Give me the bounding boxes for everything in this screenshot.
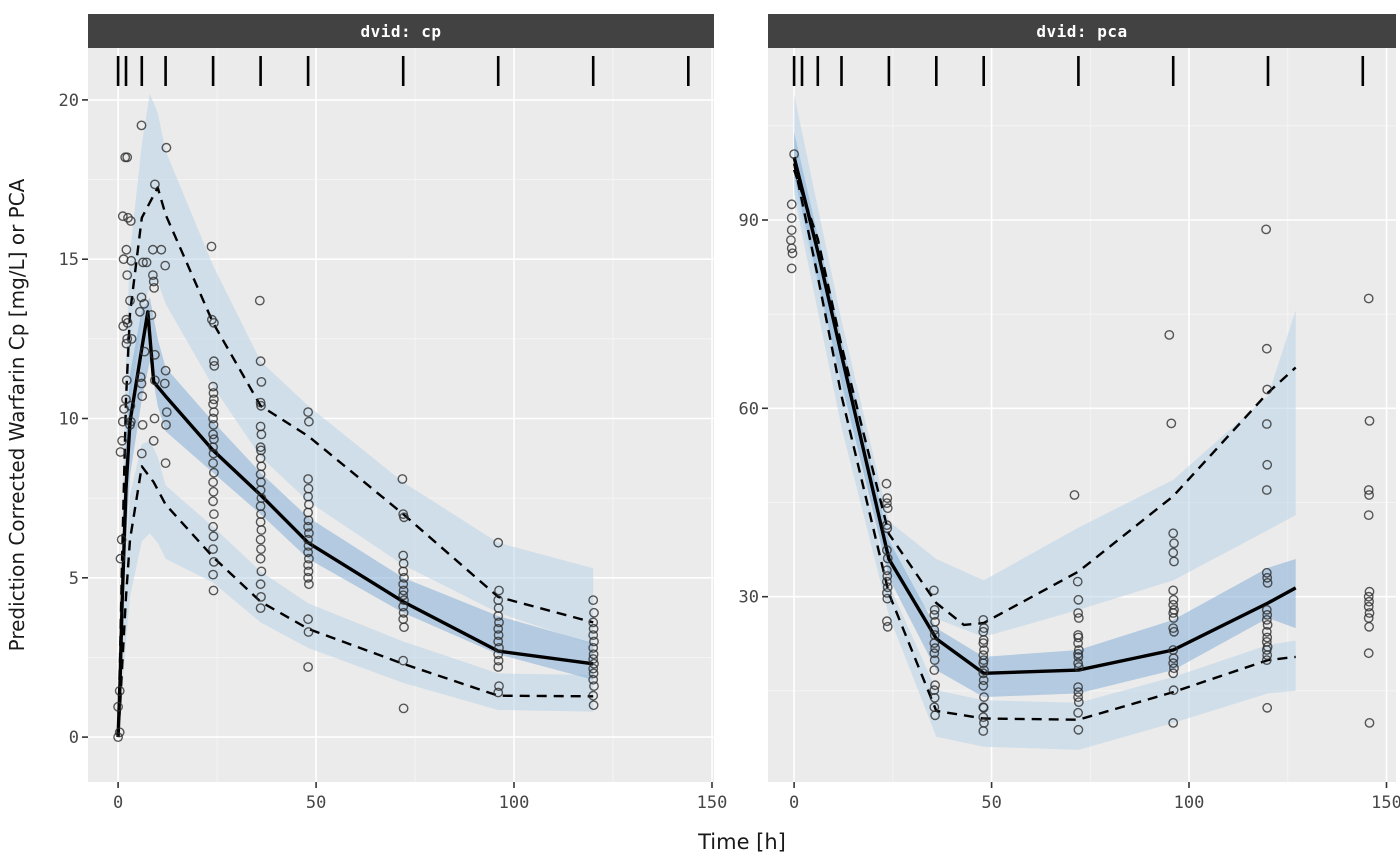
confidence-band-ci-p5 (794, 151, 1296, 750)
svg-text:0: 0 (789, 793, 799, 813)
svg-text:10: 10 (59, 410, 79, 430)
svg-text:150: 150 (1371, 793, 1400, 813)
grid-lines (88, 48, 714, 782)
median-line (792, 156, 1297, 675)
observation-points (786, 149, 1375, 736)
svg-text:20: 20 (59, 91, 79, 111)
svg-text:150: 150 (697, 793, 728, 813)
x-axis-title: Time [h] (698, 830, 786, 854)
confidence-band-ci-p95 (120, 93, 594, 690)
panel-dvid-pca: 0 50 100 150 30 60 90 (739, 48, 1400, 813)
y-axis-title: Prediction Corrected Warfarin Cp [mg/L] … (5, 178, 29, 652)
svg-text:60: 60 (739, 399, 759, 419)
confidence-band-ci-p95 (794, 94, 1296, 637)
rug-ticks (116, 56, 690, 86)
svg-text:90: 90 (739, 211, 759, 231)
p5-line (792, 163, 1296, 721)
svg-text:0: 0 (113, 793, 123, 813)
svg-text:50: 50 (306, 793, 326, 813)
rug-ticks (792, 56, 1365, 86)
svg-text:0: 0 (69, 728, 79, 748)
panel-dvid-cp: 0 50 100 150 0 5 10 15 20 (59, 48, 728, 813)
facet-strip-pca-label: dvid: pca (1036, 21, 1128, 41)
median-line (116, 310, 594, 738)
svg-text:15: 15 (59, 250, 79, 270)
facet-strip-cp-label: dvid: cp (360, 21, 442, 41)
svg-text:5: 5 (69, 569, 79, 589)
p95-line (116, 186, 594, 731)
axis-ticks: 0 50 100 150 30 60 90 (739, 211, 1400, 813)
svg-text:100: 100 (1174, 793, 1205, 813)
svg-text:30: 30 (739, 588, 759, 608)
facet-strip-cp: dvid: cp (88, 14, 714, 48)
svg-text:100: 100 (499, 793, 530, 813)
svg-text:50: 50 (981, 793, 1001, 813)
p95-line (792, 169, 1297, 627)
observation-points (113, 120, 599, 742)
facet-strip-pca: dvid: pca (768, 14, 1396, 48)
confidence-band-ci-p5 (120, 440, 594, 718)
axis-ticks: 0 50 100 150 0 5 10 15 20 (59, 91, 728, 813)
